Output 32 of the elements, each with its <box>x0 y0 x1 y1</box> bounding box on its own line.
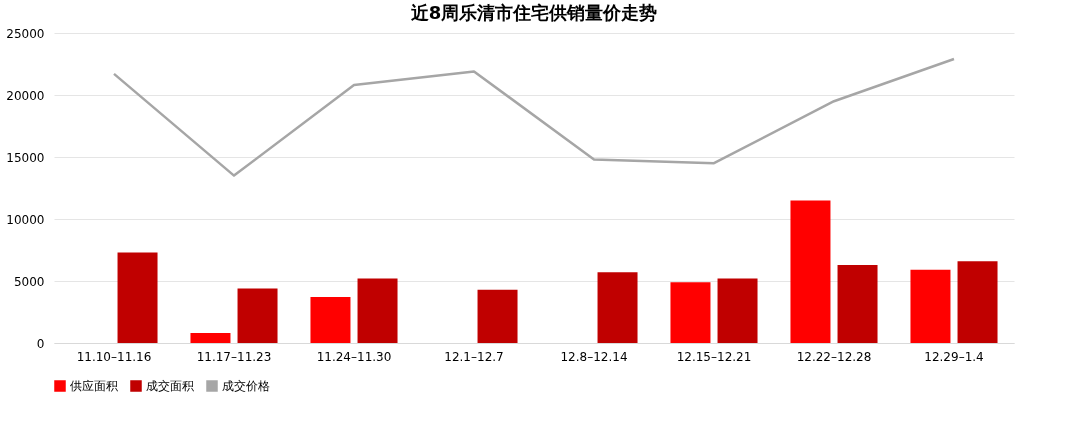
bar <box>910 269 951 343</box>
x-tick-label: 11.24–11.30 <box>316 349 392 364</box>
legend-label: 成交价格 <box>222 379 270 393</box>
y-tick-label: 25000 <box>6 26 45 41</box>
line-series <box>112 57 956 177</box>
x-tick-label: 11.17–11.23 <box>196 349 272 364</box>
x-tick-label: 12.8–12.14 <box>560 349 628 364</box>
y-tick-label: 0 <box>36 336 45 351</box>
bar <box>957 261 998 343</box>
y-tick-label: 15000 <box>6 150 45 165</box>
x-tick-label: 12.29–1.4 <box>924 349 984 364</box>
bar <box>357 278 398 343</box>
x-tick-label: 11.10–11.16 <box>76 349 152 364</box>
legend-label: 供应面积 <box>70 379 118 393</box>
bar <box>477 289 518 343</box>
bar <box>237 288 278 343</box>
bar <box>790 200 831 343</box>
bar <box>597 272 638 343</box>
bar <box>670 282 711 343</box>
x-tick-label: 12.1–12.7 <box>444 349 504 364</box>
bar <box>717 278 758 343</box>
x-tick-label: 12.15–12.21 <box>676 349 752 364</box>
bar <box>310 297 351 343</box>
bar <box>190 333 231 343</box>
bar <box>837 264 878 343</box>
y-tick-label: 20000 <box>6 88 45 103</box>
legend-label: 成交面积 <box>146 379 194 393</box>
bar <box>117 252 158 343</box>
x-tick-label: 12.22–12.28 <box>796 349 872 364</box>
chart-title: 近8周乐清市住宅供销量价走势 <box>409 2 658 23</box>
y-tick-label: 5000 <box>13 274 45 289</box>
y-tick-label: 10000 <box>6 212 45 227</box>
